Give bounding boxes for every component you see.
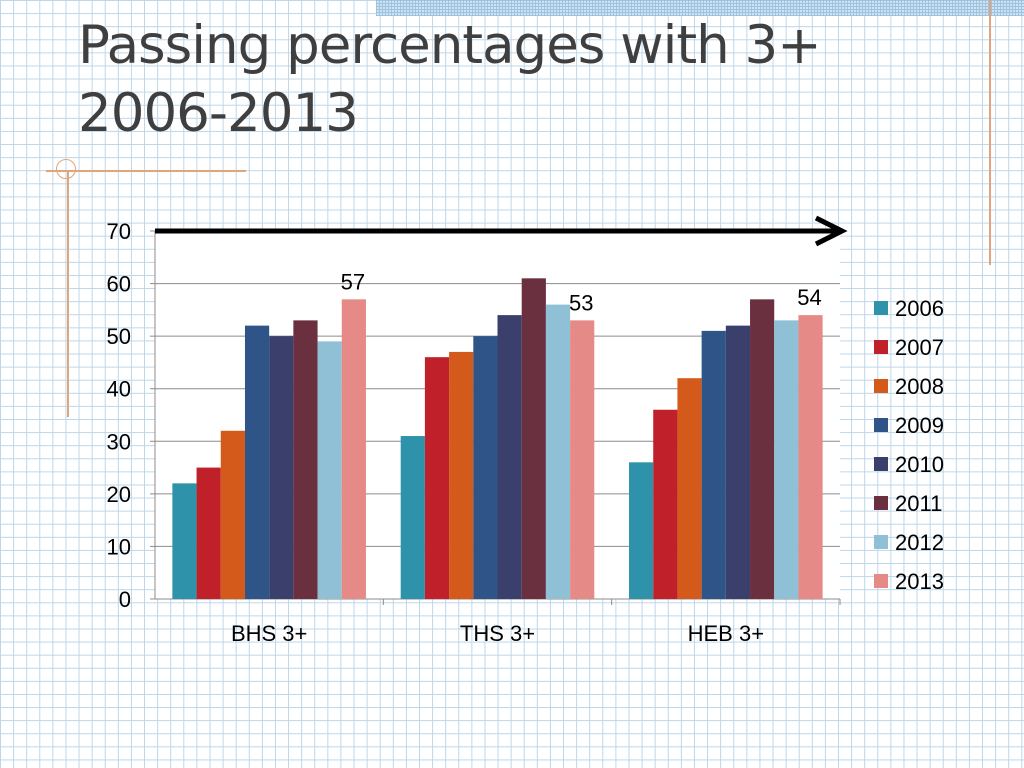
data-label: 57	[341, 269, 365, 294]
slide-title: Passing percentages with 3+ 2006-2013	[78, 12, 822, 148]
legend-swatch	[874, 535, 888, 549]
bar	[473, 336, 498, 599]
bar	[172, 483, 197, 599]
bar	[424, 357, 450, 599]
legend-swatch	[874, 496, 888, 510]
legend-swatch	[874, 301, 888, 315]
legend-label: 2010	[895, 452, 944, 477]
legend-label: 2011	[895, 491, 942, 516]
bar	[497, 315, 522, 599]
y-tick-label: 30	[107, 429, 131, 454]
legend-label: 2006	[895, 296, 944, 321]
y-tick-label: 10	[107, 534, 131, 559]
bar	[570, 320, 595, 599]
slide-title-line-1: Passing percentages with 3+	[78, 15, 822, 76]
legend-swatch	[874, 418, 888, 432]
bar	[701, 330, 726, 599]
legend-label: 2007	[895, 335, 944, 360]
x-category-label: HEB 3+	[688, 621, 764, 646]
decorative-vertical-line-right	[989, 0, 991, 265]
bar	[653, 409, 678, 599]
legend-swatch	[874, 340, 888, 354]
decorative-ring	[56, 159, 76, 179]
legend-swatch	[874, 379, 888, 393]
bar	[725, 325, 751, 599]
legend-swatch	[874, 457, 888, 471]
bar	[521, 278, 546, 599]
bar	[317, 341, 342, 599]
decorative-horizontal-line	[46, 170, 246, 172]
bar	[629, 462, 654, 599]
data-label: 53	[569, 290, 593, 315]
bar	[341, 299, 366, 599]
slide-title-line-2: 2006-2013	[78, 83, 359, 144]
y-tick-label: 0	[119, 587, 131, 612]
y-tick-label: 50	[107, 324, 131, 349]
bar	[798, 315, 823, 599]
y-tick-label: 70	[107, 219, 131, 244]
legend-swatch	[874, 574, 888, 588]
bar	[244, 325, 270, 599]
y-tick-label: 40	[107, 377, 131, 402]
bar	[774, 320, 799, 599]
bar	[220, 430, 245, 599]
bar	[750, 299, 775, 599]
bar	[400, 436, 425, 599]
top-decorative-band	[376, 0, 1024, 16]
x-category-label: THS 3+	[460, 621, 535, 646]
legend-label: 2012	[895, 530, 944, 555]
y-tick-label: 20	[107, 482, 131, 507]
bar	[196, 467, 221, 599]
y-tick-label: 60	[107, 272, 131, 297]
legend-label: 2008	[895, 374, 944, 399]
bar	[293, 320, 318, 599]
legend-label: 2009	[895, 413, 944, 438]
bar	[449, 351, 474, 599]
legend-label: 2013	[895, 569, 944, 594]
arrow-head	[814, 215, 848, 247]
data-label: 54	[797, 285, 821, 310]
bar	[269, 336, 294, 599]
bar	[677, 378, 702, 599]
bar	[545, 304, 571, 599]
x-category-label: BHS 3+	[231, 621, 307, 646]
decorative-vertical-line-left	[67, 172, 69, 417]
